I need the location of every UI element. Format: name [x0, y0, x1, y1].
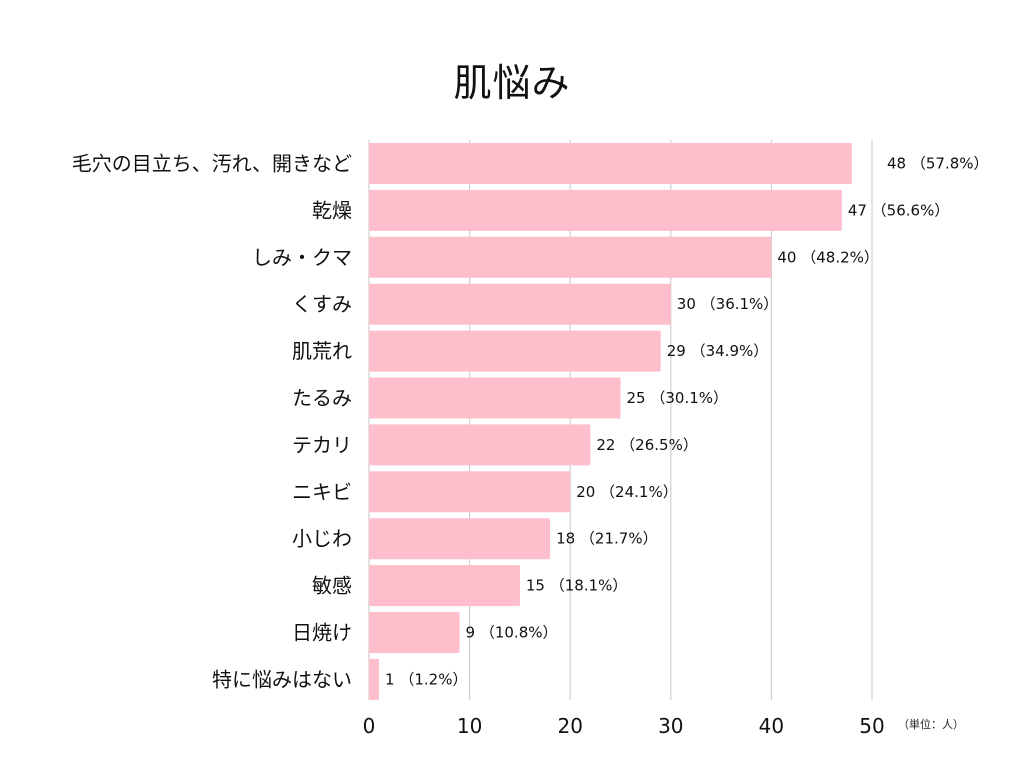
category-label: くすみ	[292, 292, 352, 316]
data-label: 15 （18.1%）	[526, 577, 628, 595]
x-axis-ticks: 0 10 20 30 40 50	[363, 714, 885, 738]
category-label: 毛穴の目立ち、汚れ、開きなど	[72, 152, 352, 176]
data-label: 48 （57.8%）	[887, 155, 989, 173]
x-tick-label: 40	[759, 714, 784, 738]
category-label: 特に悩みはない	[212, 667, 352, 691]
category-labels: 毛穴の目立ち、汚れ、開きなど乾燥しみ・クマくすみ肌荒れたるみテカリニキビ小じわ敏…	[72, 152, 352, 692]
grid-lines	[368, 140, 873, 700]
category-label: しみ・クマ	[252, 245, 352, 269]
bar	[369, 377, 621, 419]
data-label: 30 （36.1%）	[677, 295, 779, 313]
bar	[369, 330, 661, 372]
x-tick-label: 0	[363, 714, 376, 738]
bar	[369, 283, 671, 325]
category-label: 肌荒れ	[292, 339, 352, 363]
category-label: テカリ	[292, 433, 352, 457]
chart-title: 肌悩み	[453, 61, 571, 105]
category-label: たるみ	[292, 386, 352, 410]
bar	[369, 143, 852, 184]
category-label: 日焼け	[292, 621, 352, 645]
x-tick-label: 20	[557, 714, 582, 738]
data-label: 29 （34.9%）	[667, 342, 769, 360]
data-label: 22 （26.5%）	[596, 436, 698, 454]
data-label: 18 （21.7%）	[556, 530, 658, 548]
category-label: 敏感	[312, 574, 352, 598]
category-label: 乾燥	[312, 198, 352, 222]
bar	[369, 658, 380, 700]
data-label: 47 （56.6%）	[848, 201, 950, 219]
x-tick-label: 50	[859, 714, 884, 738]
unit-note: （単位：人）	[898, 718, 964, 731]
bar	[369, 424, 591, 466]
bar	[369, 565, 520, 607]
bar	[369, 471, 571, 513]
x-tick-label: 30	[658, 714, 683, 738]
bar	[369, 612, 460, 653]
category-label: 小じわ	[292, 527, 352, 551]
data-label: 40 （48.2%）	[777, 248, 879, 266]
bars	[369, 143, 852, 700]
bar	[369, 189, 842, 231]
data-label: 20 （24.1%）	[576, 483, 678, 501]
bar	[369, 518, 551, 560]
data-label: 1 （1.2%）	[385, 670, 467, 688]
category-label: ニキビ	[292, 480, 352, 504]
bar	[369, 236, 772, 278]
data-label: 9 （10.8%）	[466, 624, 558, 642]
x-tick-label: 10	[457, 714, 482, 738]
value-labels: 48 （57.8%） 47 （56.6%） 40 （48.2%） 30 （36.1%）…	[385, 155, 988, 689]
data-label: 25 （30.1%）	[627, 389, 729, 407]
